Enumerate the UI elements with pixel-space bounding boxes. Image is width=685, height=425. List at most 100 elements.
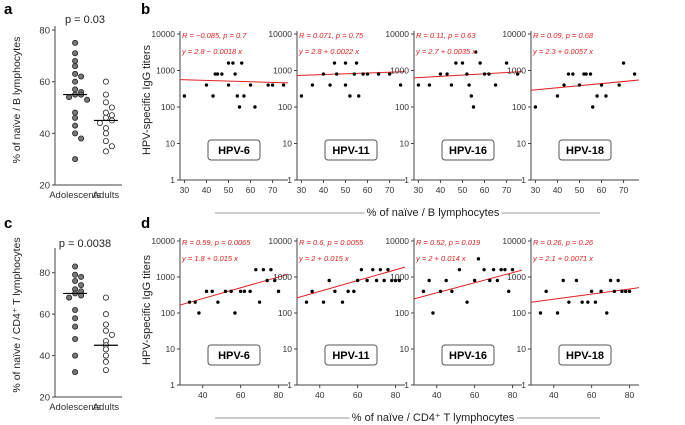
hpv-label: HPV-6	[218, 350, 250, 362]
x-tick-label: 30	[297, 185, 307, 195]
correlation-label: R = 0.59, p = 0.0065	[182, 238, 251, 247]
data-point	[108, 331, 115, 338]
y-tick-label: 10	[166, 139, 176, 149]
x-tick-label: 60	[470, 390, 480, 400]
hpv-label: HPV-16	[449, 145, 487, 157]
equation-label: y = 2.8 + 0.0022 x	[298, 47, 359, 56]
data-point	[620, 289, 624, 294]
data-point	[102, 91, 109, 98]
data-point	[562, 83, 566, 87]
data-point	[310, 83, 315, 87]
data-point	[346, 289, 350, 294]
data-point	[465, 300, 469, 304]
equation-label: y = 2.8 − 0.0018 x	[181, 47, 242, 56]
data-point	[102, 114, 109, 121]
data-point	[281, 83, 286, 87]
x-tick-label: 30	[180, 185, 190, 195]
subplot-hpv-6: 1 10 100 1000 10000 30 40 50 60 70 R = −0.085, p =…	[151, 29, 289, 195]
data-point	[340, 300, 345, 304]
x-tick-label: 70	[385, 185, 395, 195]
data-point	[102, 130, 109, 137]
y-tick-label: 10	[517, 344, 527, 354]
data-point	[376, 72, 381, 76]
data-point	[102, 311, 109, 318]
data-point	[624, 289, 628, 294]
x-tick-label: 50	[575, 185, 585, 195]
data-point	[382, 278, 386, 283]
y-tick-label: 1	[404, 175, 409, 185]
y-tick-label: 10	[283, 344, 293, 354]
data-point	[491, 267, 496, 272]
x-tick-label: 30	[414, 185, 424, 195]
data-point	[421, 289, 426, 294]
data-point	[72, 130, 79, 137]
panel-letter-b: b	[141, 1, 150, 18]
data-point	[233, 72, 237, 76]
data-point	[544, 289, 548, 294]
y-tick-label: 100	[395, 102, 409, 112]
data-point	[482, 72, 487, 76]
data-point	[365, 278, 369, 283]
subplot-hpv-16: 1 10 100 1000 10000 40 60 80 R = 0.52, p = 0.019…	[385, 236, 523, 400]
data-point	[616, 278, 620, 283]
data-point	[474, 50, 478, 54]
data-point	[102, 294, 109, 301]
data-point	[72, 39, 79, 46]
data-point	[72, 50, 79, 57]
x-tick-label: 40	[549, 390, 559, 400]
data-point	[359, 267, 364, 272]
panel-letter-a: a	[4, 1, 13, 18]
data-point	[566, 72, 571, 76]
subplot-hpv-11: 1 10 100 1000 10000 40 60 80 R = 0.6, p = 0.0055…	[268, 236, 406, 400]
data-point	[632, 72, 637, 76]
data-point	[269, 267, 273, 272]
data-point	[78, 135, 85, 142]
data-point	[72, 277, 79, 284]
x-tick-label: 40	[553, 185, 563, 195]
data-point	[84, 96, 91, 103]
data-point	[102, 78, 109, 85]
data-point	[586, 300, 590, 304]
x-tick-label: 40	[319, 185, 329, 195]
x-category-label: Adults	[93, 402, 120, 413]
data-point	[193, 300, 197, 304]
data-point	[270, 83, 275, 87]
x-tick-label: 60	[363, 185, 373, 195]
data-point	[605, 311, 609, 315]
data-point	[488, 278, 492, 283]
data-point	[257, 300, 262, 304]
data-point	[72, 58, 79, 65]
data-point	[533, 105, 538, 109]
x-category-label: Adolescents	[49, 402, 101, 413]
equation-label: y = 1.8 + 0.015 x	[181, 254, 238, 263]
data-point	[588, 72, 593, 76]
y-tick-label: 1	[287, 380, 292, 390]
data-point	[482, 267, 486, 272]
data-point	[223, 289, 228, 294]
data-point	[96, 120, 103, 127]
y-tick-label: 1	[521, 380, 526, 390]
correlation-label: R = 0.52, p = 0.019	[416, 238, 481, 247]
hpv-label-box	[324, 344, 378, 366]
data-point	[253, 105, 257, 109]
data-point	[72, 156, 79, 163]
x-tick-label: 50	[458, 185, 468, 195]
data-point	[504, 61, 509, 65]
hpv-label: HPV-6	[218, 145, 250, 157]
data-point	[352, 289, 356, 294]
data-point	[386, 267, 390, 272]
hpv-label-box	[324, 139, 378, 161]
data-point	[599, 83, 604, 87]
data-point	[438, 72, 443, 76]
equation-label: y = 2.1 + 0.0071 x	[532, 254, 593, 263]
x-tick-label: 70	[619, 185, 629, 195]
data-point	[493, 83, 498, 87]
data-point	[102, 358, 109, 365]
y-tick-label: 10	[166, 344, 176, 354]
data-point	[510, 267, 515, 272]
data-point	[495, 278, 500, 283]
data-point	[321, 300, 326, 304]
data-point	[215, 72, 220, 76]
data-point	[397, 278, 402, 283]
data-point	[393, 278, 398, 283]
